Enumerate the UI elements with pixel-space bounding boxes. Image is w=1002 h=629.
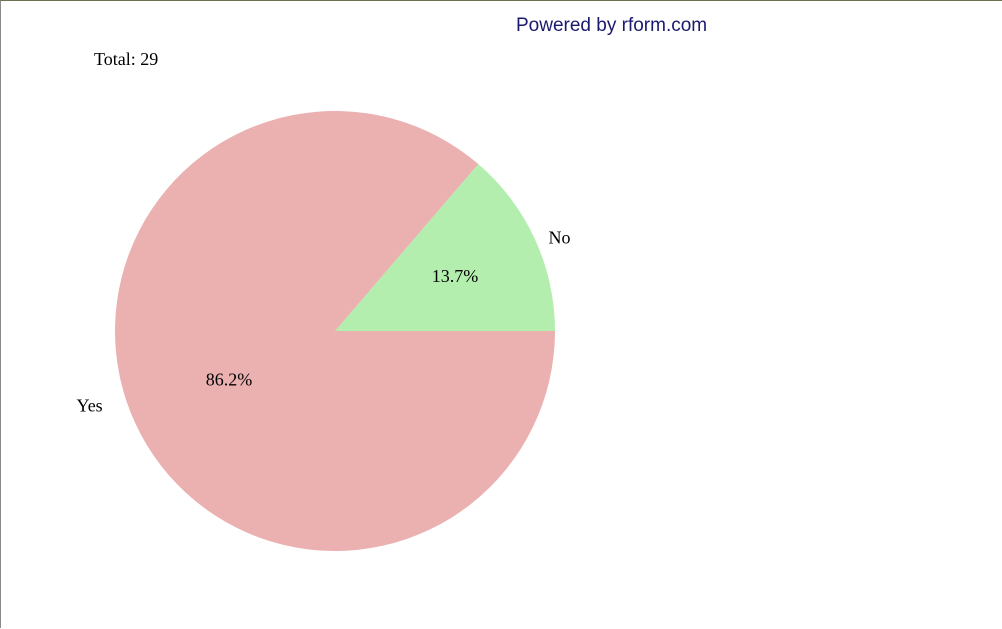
slice-name-label-yes: Yes [77,396,103,416]
slice-value-label-no: 13.7% [432,266,479,286]
slice-name-label-no: No [549,227,571,247]
slice-value-label-yes: 86.2% [206,370,253,390]
